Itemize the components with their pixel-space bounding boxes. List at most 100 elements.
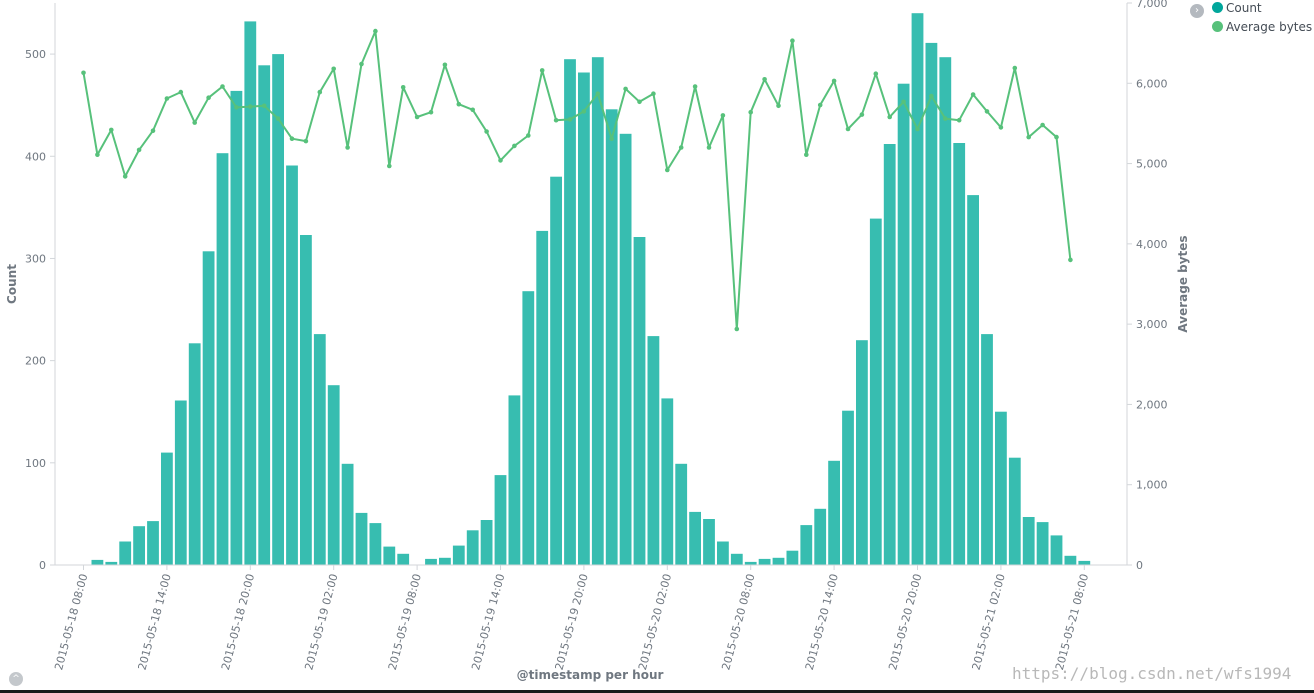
legend-label-count: Count — [1226, 1, 1262, 15]
average-bytes-point — [303, 138, 309, 144]
average-bytes-point — [220, 84, 225, 89]
y-right-tick-label: 5,000 — [1136, 158, 1168, 171]
average-bytes-point — [122, 174, 128, 179]
count-bar — [564, 59, 576, 565]
count-bar — [313, 334, 326, 565]
average-bytes-point — [553, 117, 559, 123]
count-bar — [202, 251, 215, 566]
x-tick-label: 2015-05-18 08:00 — [52, 572, 90, 671]
y-right-tick-label: 1,000 — [1136, 479, 1168, 492]
average-bytes-point — [345, 145, 350, 150]
y-left-tick-label: 300 — [25, 252, 46, 265]
count-bar — [786, 550, 799, 565]
average-bytes-point — [734, 326, 740, 332]
average-bytes-point — [136, 147, 142, 153]
count-bar — [730, 553, 743, 565]
average-bytes-point — [109, 127, 114, 133]
average-bytes-point — [915, 126, 920, 132]
y-right-tick-label: 6,000 — [1136, 77, 1168, 90]
legend-item-count[interactable]: Count — [1212, 1, 1262, 15]
x-tick-label: 2015-05-18 14:00 — [136, 572, 174, 671]
count-bar — [508, 395, 521, 565]
average-bytes-point — [275, 116, 281, 121]
x-tick-label: 2015-05-21 08:00 — [1053, 572, 1091, 671]
y-left-tick-label: 0 — [39, 559, 46, 572]
average-bytes-point — [1054, 134, 1059, 140]
y-right-tick-label: 4,000 — [1136, 238, 1168, 251]
y-right-tick-label: 0 — [1136, 559, 1143, 572]
average-bytes-point — [637, 99, 642, 105]
count-bar — [633, 237, 646, 565]
count-bar — [327, 385, 340, 565]
count-bar — [578, 72, 590, 565]
average-bytes-point — [317, 89, 323, 95]
count-bar — [675, 463, 688, 565]
average-bytes-point — [887, 114, 892, 120]
count-bar — [1036, 522, 1049, 565]
average-bytes-point — [678, 145, 684, 150]
count-bar — [119, 541, 132, 565]
average-bytes-point — [206, 95, 211, 100]
average-bytes-point — [498, 158, 503, 163]
average-bytes-point — [831, 78, 837, 84]
count-bars — [91, 13, 1091, 566]
count-bar — [856, 340, 868, 565]
average-bytes-point — [289, 136, 295, 141]
legend-item-average-bytes[interactable]: Average bytes — [1212, 20, 1312, 34]
watermark: https://blog.csdn.net/wfs1994 — [1012, 664, 1292, 683]
y-left-tick-label: 500 — [25, 48, 46, 61]
count-bar — [286, 165, 298, 565]
count-bar — [1050, 535, 1063, 565]
count-bar — [981, 334, 993, 565]
average-bytes-point — [817, 102, 823, 108]
count-bar — [147, 521, 159, 565]
average-bytes-point — [178, 89, 184, 95]
average-bytes-point — [762, 77, 767, 82]
average-bytes-point — [748, 109, 753, 115]
average-bytes-point — [526, 133, 531, 138]
count-bar — [939, 57, 952, 565]
count-bar — [967, 195, 979, 565]
count-bar — [466, 530, 479, 565]
count-bar — [272, 54, 284, 565]
count-bar — [536, 230, 549, 565]
average-bytes-point — [1068, 257, 1073, 263]
average-bytes-point — [581, 109, 587, 114]
count-bar — [230, 90, 243, 566]
count-bar — [188, 343, 201, 565]
count-bar — [480, 520, 493, 565]
count-bar — [258, 65, 271, 566]
x-tick-label: 2015-05-20 02:00 — [636, 572, 674, 671]
y-right-tick-label: 2,000 — [1136, 398, 1168, 411]
average-bytes-point — [95, 152, 100, 157]
average-bytes-point — [248, 104, 253, 109]
count-bar — [772, 557, 785, 565]
count-bar — [452, 545, 465, 565]
x-tick-label: 2015-05-19 20:00 — [553, 572, 591, 671]
count-bar — [133, 526, 145, 565]
count-bar — [550, 176, 562, 565]
average-bytes-point — [414, 114, 420, 120]
y-axis-left-title: Count — [5, 264, 19, 304]
count-bar — [883, 144, 896, 565]
count-bar — [995, 411, 1007, 565]
count-bar — [425, 558, 437, 565]
average-bytes-point — [595, 91, 601, 96]
count-bar — [800, 525, 813, 565]
count-bar — [1022, 517, 1035, 565]
count-bar — [300, 235, 312, 565]
average-bytes-polyline — [82, 30, 1072, 330]
collapse-chevron-up-icon[interactable]: ^ — [9, 672, 23, 686]
count-bar — [591, 57, 604, 565]
count-bar — [911, 13, 924, 565]
count-bar — [1064, 555, 1077, 565]
count-bar — [619, 133, 632, 566]
legend-toggle-icon[interactable]: › — [1190, 4, 1204, 18]
average-bytes-point — [387, 163, 392, 169]
count-bar — [105, 561, 118, 565]
count-bar — [828, 460, 840, 565]
average-bytes-point — [706, 145, 712, 150]
average-bytes-point — [539, 68, 545, 73]
y-left-tick-label: 100 — [25, 457, 46, 470]
